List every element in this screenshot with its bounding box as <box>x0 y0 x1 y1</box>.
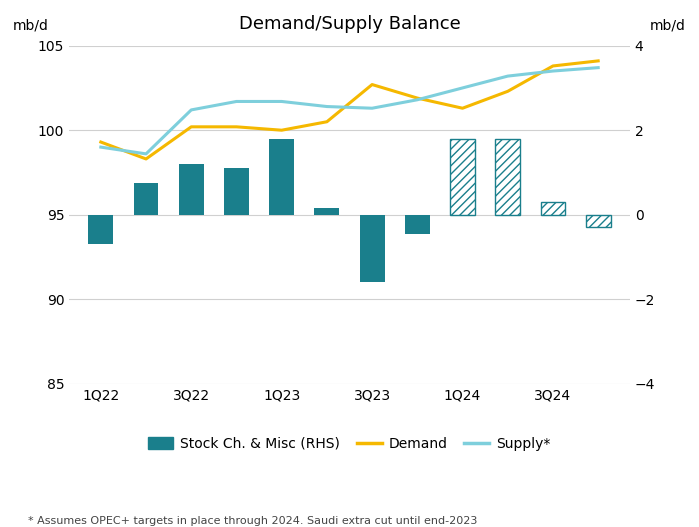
Bar <box>315 208 339 214</box>
Bar <box>540 202 565 214</box>
Bar <box>88 214 113 245</box>
Legend: Stock Ch. & Misc (RHS), Demand, Supply*: Stock Ch. & Misc (RHS), Demand, Supply* <box>143 431 556 456</box>
Text: * Assumes OPEC+ targets in place through 2024. Saudi extra cut until end-2023: * Assumes OPEC+ targets in place through… <box>28 516 477 526</box>
Bar <box>134 183 159 214</box>
Bar <box>360 214 384 282</box>
Bar <box>179 164 203 214</box>
Bar <box>224 168 249 214</box>
Text: mb/d: mb/d <box>650 18 686 32</box>
Bar <box>586 214 611 228</box>
Bar <box>450 139 475 214</box>
Text: mb/d: mb/d <box>13 18 49 32</box>
Title: Demand/Supply Balance: Demand/Supply Balance <box>238 15 461 33</box>
Bar <box>405 214 430 234</box>
Bar <box>496 139 520 214</box>
Bar <box>269 139 294 214</box>
